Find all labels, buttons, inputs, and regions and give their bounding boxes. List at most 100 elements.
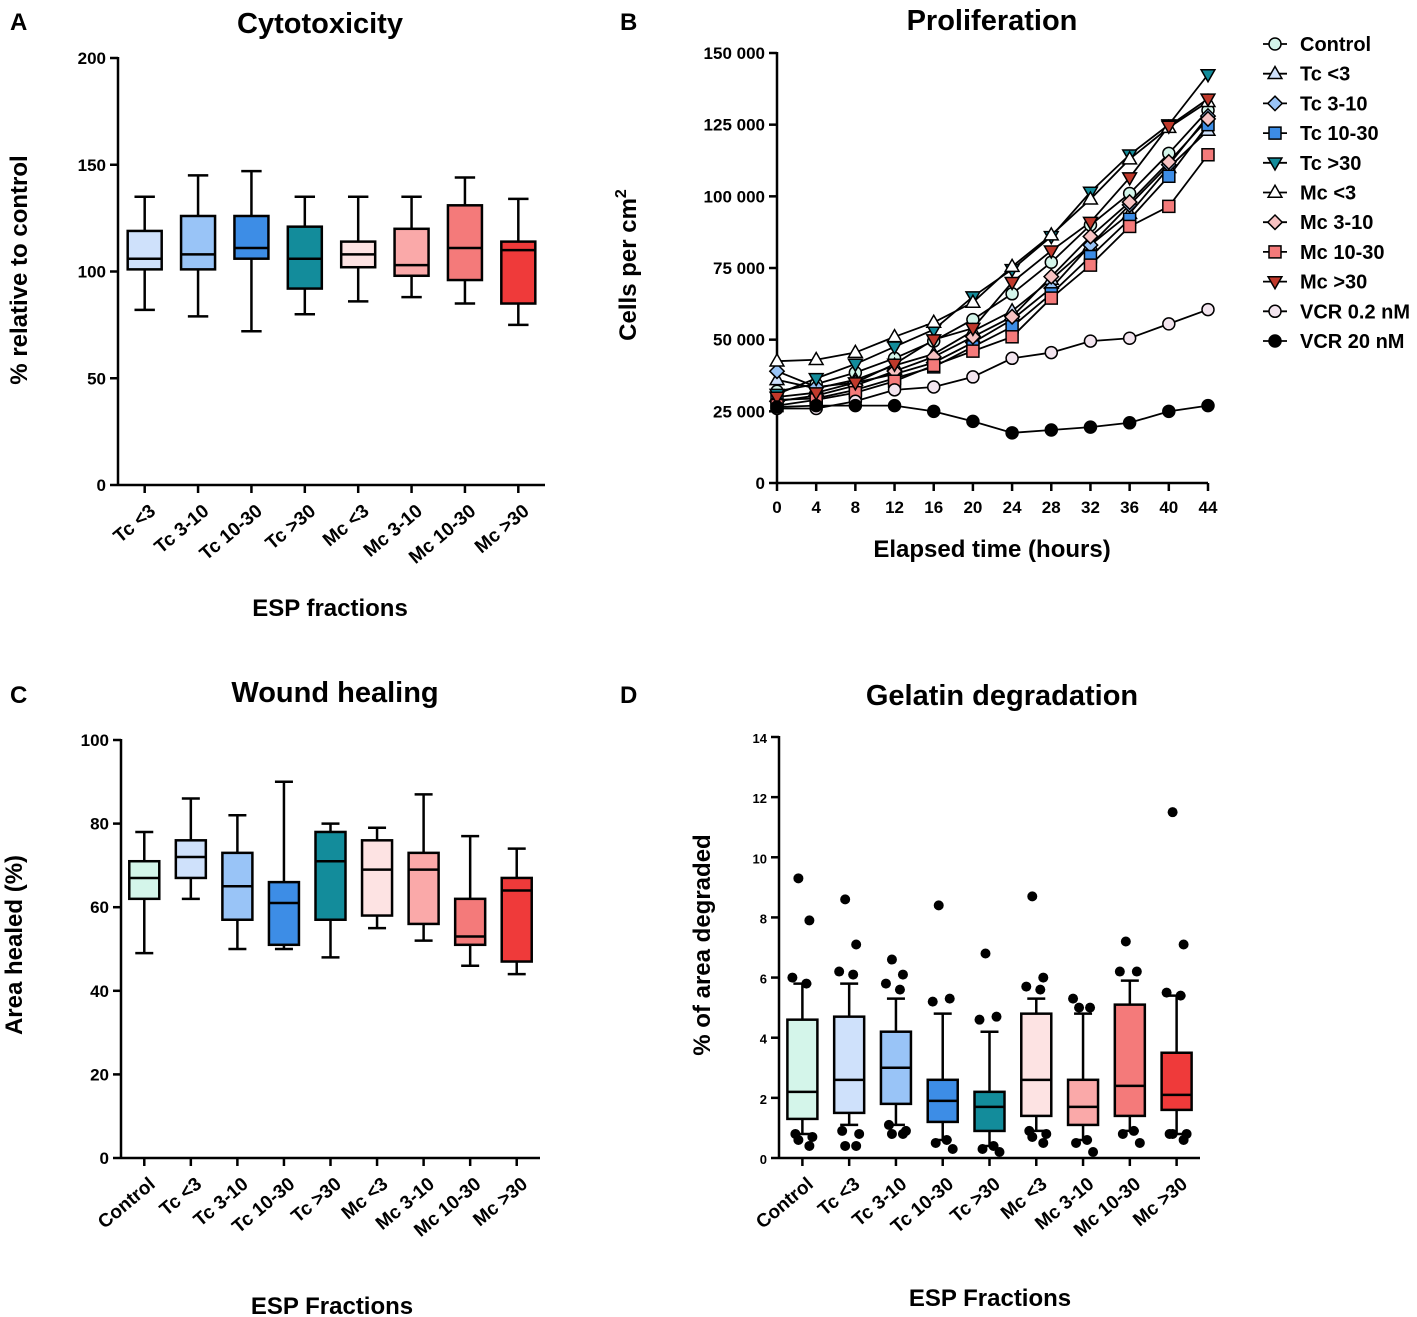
chart-b-point — [964, 293, 982, 308]
chart-b-point — [925, 334, 942, 349]
chart-d-outlier — [840, 1140, 851, 1151]
chart-d-outlier — [840, 894, 851, 905]
legend-marker — [1268, 334, 1282, 348]
chart-b-point — [966, 344, 980, 358]
chart-a-title: Cytotoxicity — [237, 8, 403, 40]
legend-marker — [1266, 64, 1284, 80]
chart-d-outlier — [927, 996, 938, 1007]
chart-d-outlier — [1114, 966, 1125, 977]
chart-b-point — [966, 370, 980, 384]
chart-b-point — [1162, 169, 1176, 184]
chart-d-outlier — [1088, 1146, 1099, 1157]
chart-b-ytick-label: 100 000 — [704, 187, 765, 206]
chart-b-xtick-label: 36 — [1120, 498, 1139, 517]
chart-c-ytick-label: 20 — [90, 1065, 109, 1084]
chart-d-outlier — [837, 1125, 848, 1136]
chart-a-ytick-label: 0 — [97, 476, 106, 495]
chart-b-plot: 0 25 000 50 000 75 000 100 000 125 000 150 000… — [704, 44, 1218, 517]
chart-b-ytick-label: 75 000 — [713, 259, 765, 278]
chart-d-title: Gelatin degradation — [866, 680, 1138, 712]
chart-d-outlier — [851, 939, 862, 950]
chart-b-point — [1043, 226, 1060, 241]
chart-d-outlier — [886, 954, 897, 965]
chart-a-ylabel: % relative to control — [6, 155, 33, 384]
chart-b-point — [966, 414, 980, 429]
chart-b-point — [1122, 331, 1137, 345]
chart-b-ytick-label: 150 000 — [704, 44, 765, 63]
chart-d-outlier — [1167, 1128, 1178, 1139]
chart-d-outlier — [930, 1137, 941, 1148]
chart-c-box — [500, 876, 533, 963]
chart-d-outlier — [848, 969, 859, 980]
chart-d-outlier — [851, 1140, 862, 1151]
chart-d-outlier — [974, 1014, 985, 1025]
chart-d-outlier — [1134, 1137, 1145, 1148]
legend-marker — [1266, 95, 1284, 112]
chart-d-outlier — [1038, 1137, 1049, 1148]
chart-d-box — [1113, 1003, 1147, 1118]
chart-b-point — [1083, 334, 1098, 348]
chart-b-point — [847, 358, 864, 373]
chart-b-point — [1122, 219, 1137, 234]
legend-label: Mc 10-30 — [1300, 242, 1385, 264]
legend-label: Tc 3-10 — [1300, 93, 1367, 115]
panel-letter-b: B — [620, 9, 637, 36]
chart-d-outlier — [793, 1134, 804, 1145]
chart-b-series-line — [776, 100, 1209, 363]
chart-b-point — [887, 398, 902, 413]
chart-b-point — [1003, 308, 1021, 325]
chart-d-outlier — [807, 1131, 818, 1142]
legend-marker — [1268, 304, 1282, 319]
chart-d-outlier — [991, 1011, 1002, 1022]
chart-b-point — [1160, 153, 1178, 171]
chart-c-xlabel: ESP Fractions — [251, 1293, 413, 1317]
chart-b-point — [1201, 398, 1215, 413]
chart-d-outlier — [854, 1128, 865, 1139]
chart-b-point — [926, 404, 941, 419]
chart-b-point — [1044, 345, 1059, 360]
chart-c-ytick-label: 60 — [90, 898, 109, 917]
panel-letter-d: D — [620, 682, 637, 709]
chart-b-point — [768, 391, 786, 406]
chart-b-point — [807, 351, 825, 366]
legend-label: Control — [1300, 34, 1371, 56]
chart-d-outlier — [1175, 990, 1186, 1001]
chart-d-xlabel: ESP Fractions — [909, 1285, 1071, 1312]
chart-d-outlier — [787, 972, 798, 983]
chart-a-ytick-label: 200 — [78, 49, 106, 68]
chart-a-ytick-label: 150 — [78, 156, 106, 175]
chart-b-point — [1083, 258, 1098, 272]
chart-b-point — [1122, 416, 1137, 430]
chart-d-outlier — [941, 1134, 952, 1145]
chart-d-outlier — [1178, 939, 1189, 950]
chart-b-xtick-label: 12 — [885, 498, 904, 517]
chart-b-xtick-label: 24 — [1003, 498, 1022, 517]
chart-b-point — [807, 372, 825, 388]
chart-b-point — [925, 313, 942, 329]
chart-b-series-line — [776, 404, 1209, 434]
chart-d-outlier — [1038, 972, 1049, 983]
chart-b-ytick-label: 0 — [756, 474, 765, 493]
chart-d-ytick-label: 12 — [753, 791, 767, 806]
chart-a-category-label: Tc >30 — [262, 501, 320, 555]
chart-d-box — [832, 1015, 866, 1115]
chart-b-series-line — [776, 118, 1209, 403]
chart-b-series-line — [776, 73, 1209, 395]
chart-c-box — [360, 839, 394, 917]
chart-c-category-label: Control — [94, 1174, 159, 1234]
chart-b-point — [768, 362, 786, 380]
chart-a-category-label: Mc >30 — [471, 501, 533, 558]
chart-b-point — [926, 358, 941, 373]
chart-d-box — [1020, 1012, 1053, 1118]
chart-d-ytick-label: 0 — [760, 1152, 767, 1167]
chart-b-point — [847, 343, 864, 359]
legend-label: VCR 20 nM — [1300, 331, 1404, 353]
chart-b-series-line — [776, 129, 1209, 390]
chart-d-outlier — [804, 1140, 815, 1151]
chart-b-ytick-label: 125 000 — [704, 116, 765, 135]
chart-a-box — [393, 227, 430, 278]
chart-b-point — [1082, 216, 1099, 231]
chart-b-xtick-label: 8 — [851, 498, 860, 517]
chart-c-ylabel: Area healed (%) — [1, 855, 28, 1035]
